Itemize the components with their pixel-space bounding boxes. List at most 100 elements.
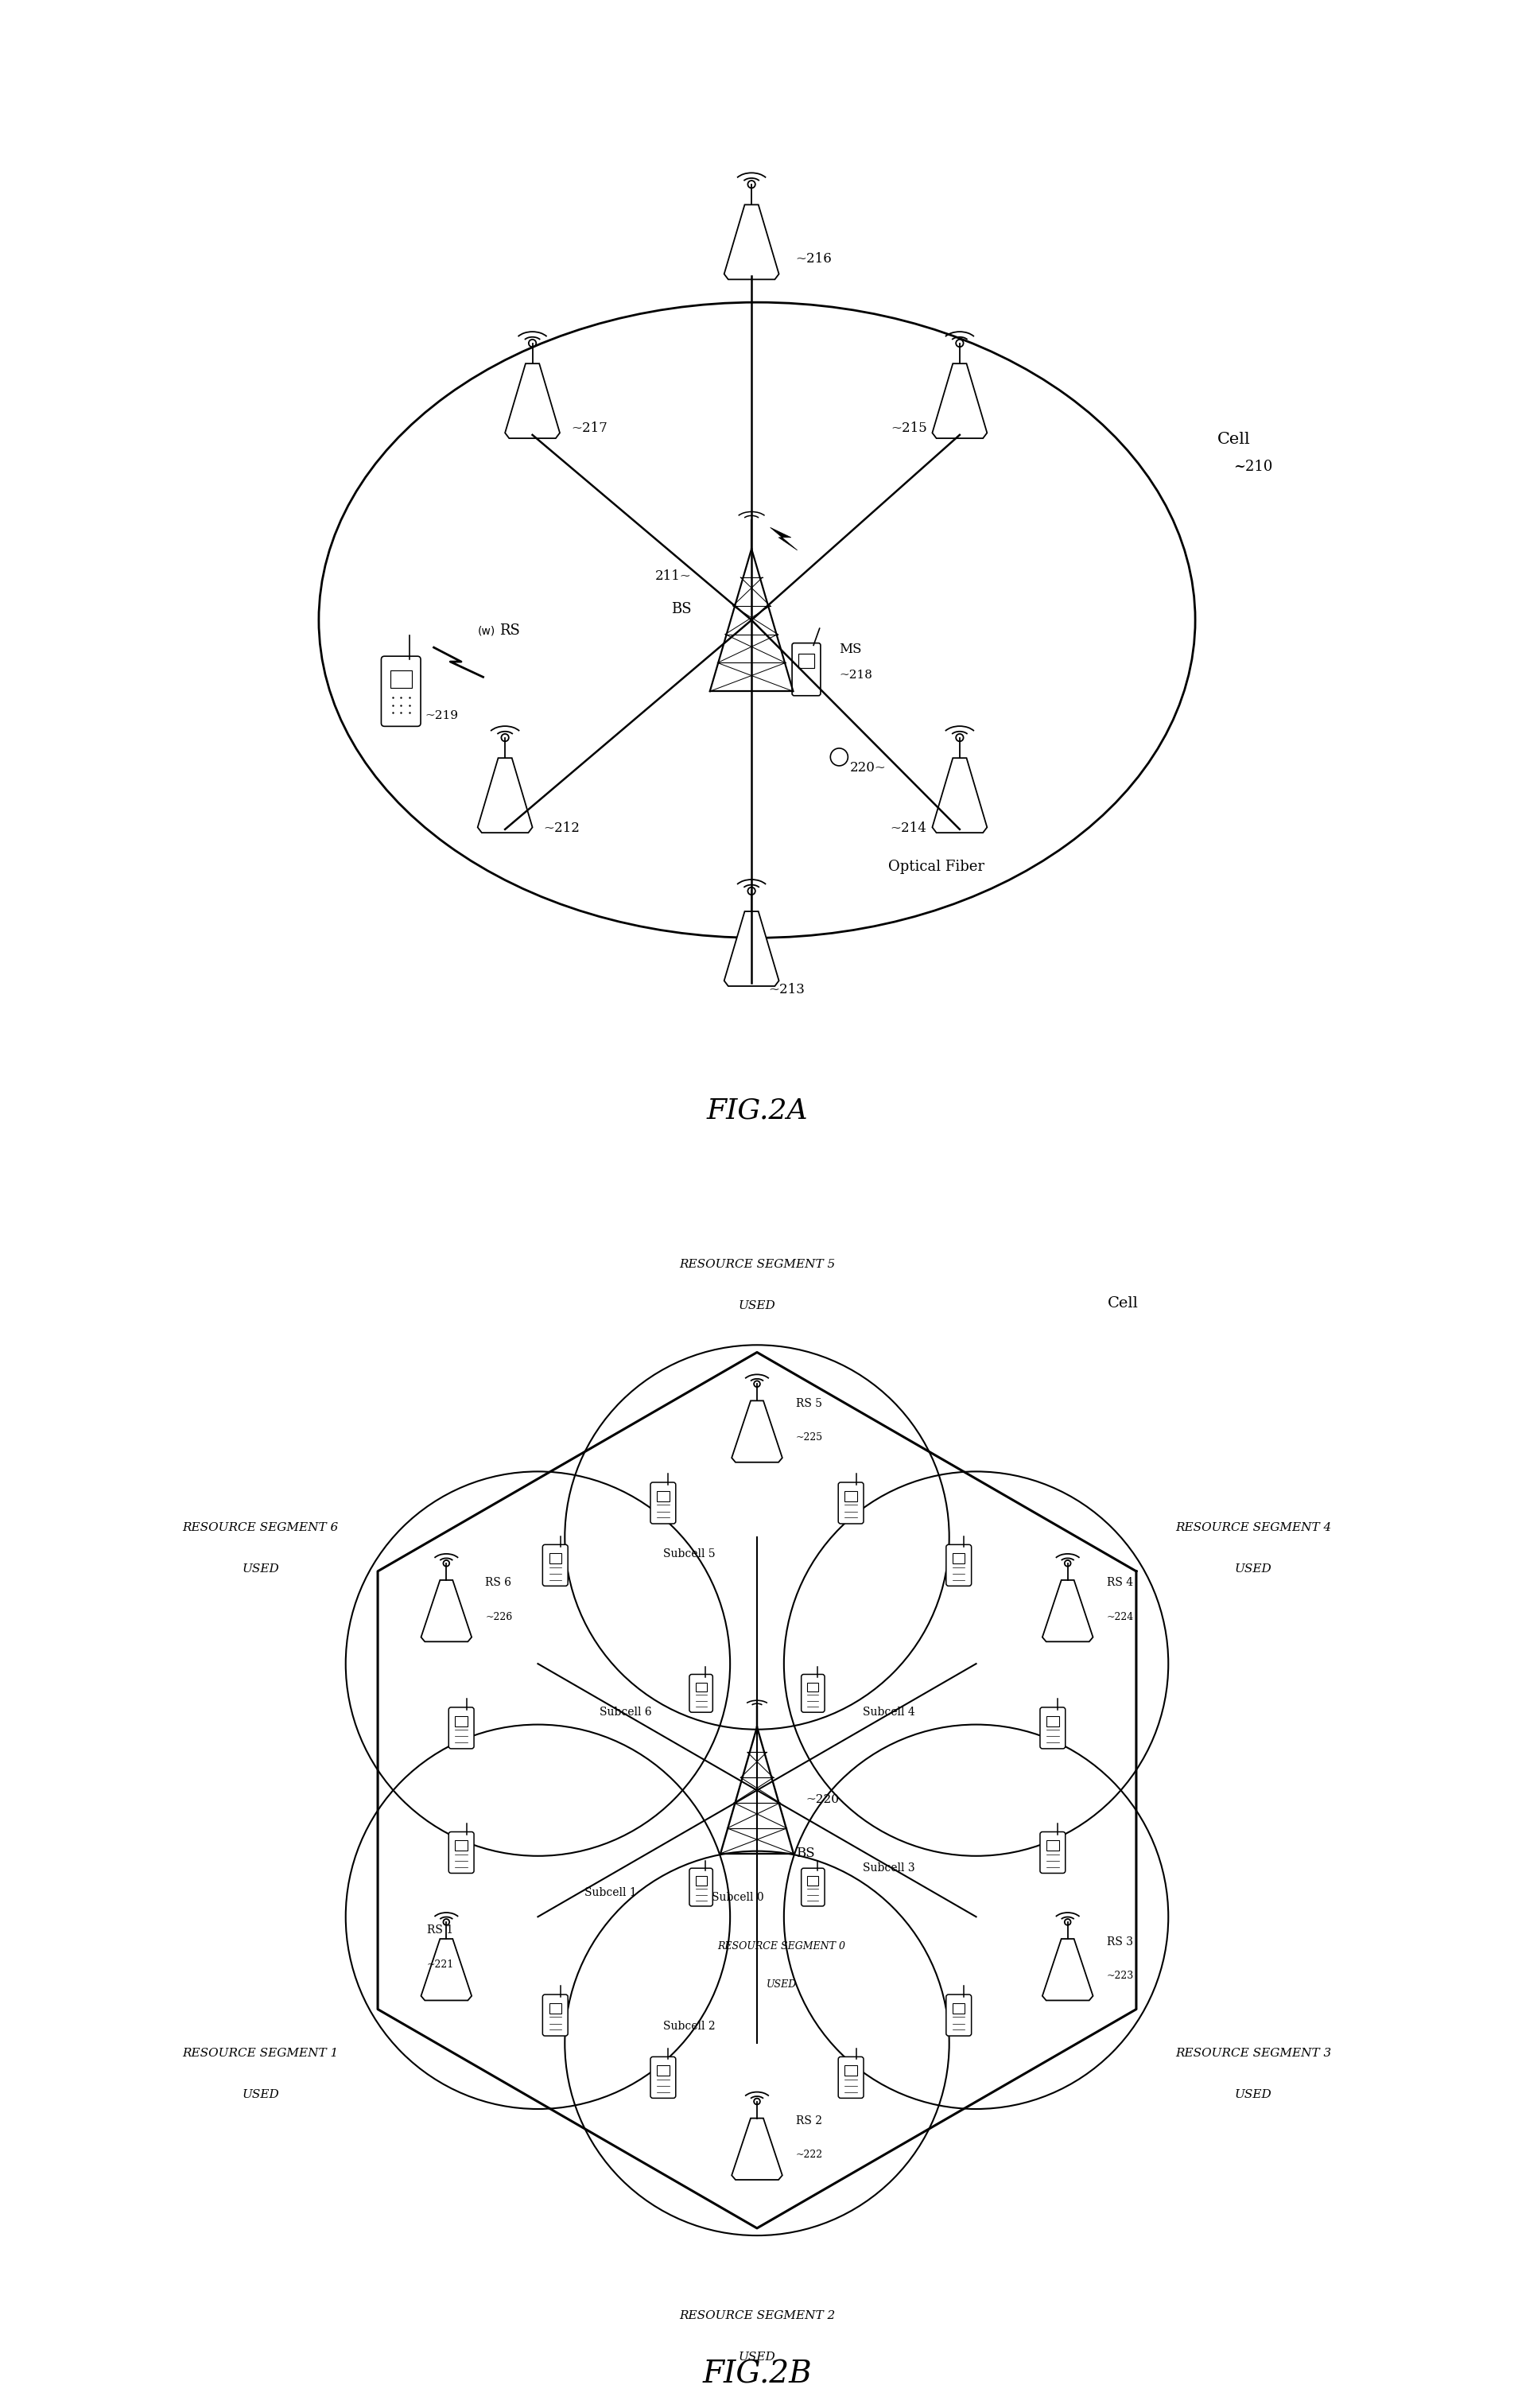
Text: RESOURCE SEGMENT 3: RESOURCE SEGMENT 3 <box>1175 2047 1331 2059</box>
Text: ~226: ~226 <box>486 1611 513 1623</box>
Text: FIG.2A: FIG.2A <box>706 1098 808 1125</box>
Text: USED: USED <box>1235 2088 1272 2100</box>
Polygon shape <box>1042 1580 1093 1642</box>
Text: MS: MS <box>839 643 861 657</box>
Text: ~217: ~217 <box>571 421 607 436</box>
FancyBboxPatch shape <box>946 1994 972 2035</box>
FancyBboxPatch shape <box>801 1674 825 1712</box>
Text: ~215: ~215 <box>890 421 927 436</box>
Polygon shape <box>771 527 798 551</box>
Text: ~213: ~213 <box>768 982 804 997</box>
Bar <box>807 1876 819 1885</box>
Polygon shape <box>421 1580 472 1642</box>
Polygon shape <box>506 364 560 438</box>
FancyBboxPatch shape <box>839 2056 863 2097</box>
FancyBboxPatch shape <box>448 1832 474 1873</box>
Text: ~216: ~216 <box>795 253 831 265</box>
Text: USED: USED <box>242 1563 279 1575</box>
Bar <box>657 1491 669 1500</box>
Text: RS 4: RS 4 <box>1107 1577 1132 1589</box>
Bar <box>1046 1717 1058 1727</box>
Text: ~225: ~225 <box>796 1433 824 1442</box>
FancyBboxPatch shape <box>839 1483 863 1524</box>
FancyBboxPatch shape <box>689 1674 713 1712</box>
Text: RESOURCE SEGMENT 1: RESOURCE SEGMENT 1 <box>183 2047 339 2059</box>
Text: Subcell 2: Subcell 2 <box>663 2020 715 2032</box>
Polygon shape <box>477 759 533 833</box>
Polygon shape <box>933 364 987 438</box>
Bar <box>798 655 815 669</box>
Bar <box>456 1840 468 1852</box>
FancyBboxPatch shape <box>651 1483 675 1524</box>
Text: 211~: 211~ <box>654 568 692 583</box>
Polygon shape <box>933 759 987 833</box>
Text: ~214: ~214 <box>890 821 927 836</box>
Text: ~220: ~220 <box>805 1794 839 1806</box>
Text: RS 1: RS 1 <box>427 1924 453 1936</box>
Text: Subcell 6: Subcell 6 <box>600 1707 651 1717</box>
Bar <box>845 1491 857 1500</box>
Bar <box>391 669 412 689</box>
Text: RS 2: RS 2 <box>796 2117 822 2126</box>
Text: USED: USED <box>739 2353 775 2362</box>
Text: Subcell 4: Subcell 4 <box>863 1707 914 1717</box>
Text: RESOURCE SEGMENT 5: RESOURCE SEGMENT 5 <box>678 1259 836 1271</box>
FancyBboxPatch shape <box>792 643 821 696</box>
Text: 220~: 220~ <box>851 761 887 775</box>
Text: RS 5: RS 5 <box>796 1399 822 1409</box>
Text: ~219: ~219 <box>425 710 459 720</box>
Polygon shape <box>731 1401 783 1462</box>
Text: Optical Fiber: Optical Fiber <box>889 860 984 874</box>
Bar <box>695 1683 707 1693</box>
FancyBboxPatch shape <box>801 1869 825 1907</box>
Text: USED: USED <box>766 1979 796 1989</box>
Text: Subcell 5: Subcell 5 <box>663 1548 715 1560</box>
Text: USED: USED <box>242 2088 279 2100</box>
Text: RESOURCE SEGMENT 0: RESOURCE SEGMENT 0 <box>718 1941 845 1950</box>
Bar <box>845 2066 857 2076</box>
Text: Cell: Cell <box>1107 1296 1139 1310</box>
FancyBboxPatch shape <box>448 1707 474 1748</box>
FancyBboxPatch shape <box>689 1869 713 1907</box>
Bar <box>952 2003 964 2013</box>
Text: ~212: ~212 <box>544 821 580 836</box>
Bar <box>807 1683 819 1693</box>
Text: Cell: Cell <box>1217 431 1251 448</box>
Bar <box>550 1553 562 1563</box>
Text: ~210: ~210 <box>1234 460 1273 474</box>
Text: FIG.2B: FIG.2B <box>702 2360 812 2389</box>
Text: RS 3: RS 3 <box>1107 1936 1132 1948</box>
FancyBboxPatch shape <box>1040 1707 1066 1748</box>
FancyBboxPatch shape <box>382 657 421 727</box>
Text: RESOURCE SEGMENT 2: RESOURCE SEGMENT 2 <box>678 2309 836 2321</box>
FancyBboxPatch shape <box>1040 1832 1066 1873</box>
Text: USED: USED <box>1235 1563 1272 1575</box>
Text: USED: USED <box>739 1300 775 1312</box>
Text: RESOURCE SEGMENT 4: RESOURCE SEGMENT 4 <box>1175 1522 1331 1534</box>
Bar <box>550 2003 562 2013</box>
Bar <box>1046 1840 1058 1852</box>
Bar <box>657 2066 669 2076</box>
Text: ~218: ~218 <box>839 669 872 681</box>
Polygon shape <box>724 205 778 279</box>
Polygon shape <box>724 910 778 987</box>
Text: RESOURCE SEGMENT 6: RESOURCE SEGMENT 6 <box>183 1522 339 1534</box>
Text: RS 6: RS 6 <box>486 1577 512 1589</box>
Text: Subcell 0: Subcell 0 <box>712 1893 763 1902</box>
Text: Subcell 3: Subcell 3 <box>863 1861 914 1873</box>
Text: ~221: ~221 <box>427 1960 454 1970</box>
Polygon shape <box>731 2119 783 2179</box>
FancyBboxPatch shape <box>542 1994 568 2035</box>
Text: (w): (w) <box>477 626 495 636</box>
Text: BS: BS <box>796 1847 815 1861</box>
Text: Subcell 1: Subcell 1 <box>584 1888 637 1898</box>
Text: BS: BS <box>671 602 692 616</box>
Bar <box>952 1553 964 1563</box>
Bar <box>695 1876 707 1885</box>
Text: ~223: ~223 <box>1107 1970 1134 1982</box>
Text: ~224: ~224 <box>1107 1611 1134 1623</box>
FancyBboxPatch shape <box>946 1544 972 1587</box>
FancyBboxPatch shape <box>542 1544 568 1587</box>
Text: ~222: ~222 <box>796 2150 824 2160</box>
Text: RS: RS <box>500 624 521 638</box>
